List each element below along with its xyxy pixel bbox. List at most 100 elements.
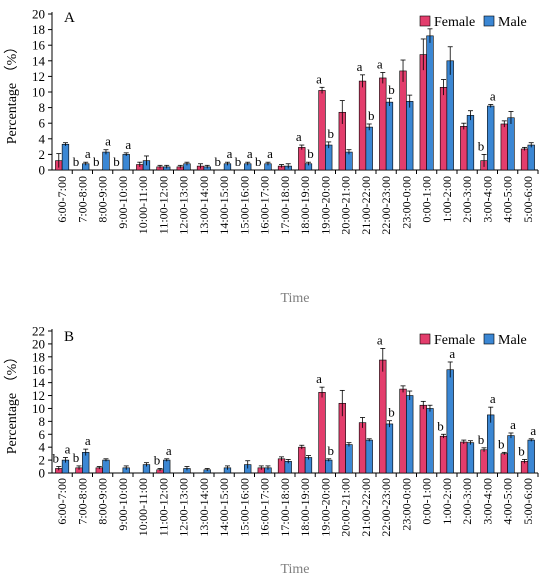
y-tick-label: 20 (32, 7, 45, 22)
x-tick-label: 11:00-12:00 (156, 478, 170, 536)
significance-letter-female: b (498, 436, 505, 451)
x-tick-label: 17:00-18:00 (278, 176, 292, 235)
x-tick-label: 15:00-16:00 (237, 176, 251, 235)
bar-male (446, 369, 454, 474)
x-tick-label: 0:00-1:00 (420, 478, 434, 525)
legend-swatch-male (483, 15, 495, 27)
x-tick-label: 9:00-10:00 (116, 176, 130, 229)
x-tick-label: 19:00-20:00 (318, 176, 332, 235)
bar-male (385, 423, 394, 474)
significance-letter-female: b (73, 154, 80, 169)
x-tick-label: 10:00-11:00 (136, 478, 150, 536)
significance-letter-female: a (296, 129, 302, 144)
x-tick-label: 22:00-23:00 (379, 478, 393, 537)
bar-male (345, 444, 353, 474)
bar-male (102, 459, 110, 474)
significance-letter-female: b (154, 452, 161, 467)
bar-male (487, 105, 495, 171)
bar-female (460, 126, 468, 171)
bar-female (439, 435, 448, 474)
x-tick-label: 9:00-10:00 (116, 478, 130, 531)
significance-letter-male: a (449, 346, 455, 361)
bar-male (61, 143, 70, 171)
significance-letter-female: b (53, 451, 60, 466)
x-tick-label: 21:00-22:00 (359, 176, 373, 235)
x-tick-label: 7:00-8:00 (75, 478, 89, 525)
significance-letter-female: b (73, 450, 80, 465)
x-tick-label: 5:00-6:00 (521, 176, 535, 223)
bar-female (500, 453, 508, 474)
y-tick-label: 6 (39, 116, 46, 131)
bar-male (466, 115, 475, 171)
y-tick-label: 0 (39, 466, 46, 481)
bar-female (419, 54, 427, 171)
legend-swatch-female (419, 333, 431, 345)
bar-male (466, 442, 475, 474)
bar-female (298, 147, 306, 171)
significance-letter-female: a (377, 332, 383, 347)
bar-female (399, 70, 407, 171)
y-tick-label: 22 (32, 324, 45, 339)
y-tick-label: 10 (32, 401, 45, 416)
significance-letter-male: b (388, 82, 395, 97)
bar-male (446, 60, 454, 171)
x-tick-label: 23:00-0:00 (399, 478, 413, 531)
x-tick-label: 19:00-20:00 (318, 478, 332, 537)
bar-female (358, 422, 367, 474)
x-tick-label: 10:00-11:00 (136, 176, 150, 234)
bar-female (419, 404, 427, 474)
x-tick-label: 22:00-23:00 (379, 176, 393, 235)
bar-female (500, 123, 508, 171)
y-tick-label: 8 (39, 414, 46, 429)
x-axis-label: Time (280, 562, 309, 577)
x-tick-label: 6:00-7:00 (55, 176, 69, 223)
significance-letter-male: a (105, 134, 111, 149)
bar-male (487, 414, 495, 474)
significance-letter-male: a (490, 391, 496, 406)
x-tick-label: 4:00-5:00 (501, 176, 515, 223)
y-tick-label: 2 (39, 147, 46, 162)
x-tick-label: 6:00-7:00 (55, 478, 69, 525)
x-tick-label: 1:00-2:00 (440, 478, 454, 525)
bar-male (507, 117, 515, 171)
significance-letter-female: a (316, 71, 322, 86)
bar-male (426, 35, 434, 171)
x-tick-label: 8:00-9:00 (96, 478, 110, 525)
x-tick-label: 20:00-21:00 (339, 478, 353, 537)
x-tick-label: 3:00-4:00 (480, 176, 494, 223)
significance-letter-male: a (85, 433, 91, 448)
significance-letter-male: b (327, 126, 334, 141)
x-tick-label: 2:00-3:00 (460, 176, 474, 223)
x-tick-label: 16:00-17:00 (258, 176, 272, 235)
bar-female (318, 392, 326, 474)
significance-letter-male: a (267, 146, 273, 161)
x-tick-label: 20:00-21:00 (339, 176, 353, 235)
bar-female (480, 449, 488, 474)
significance-letter-female: a (377, 57, 383, 72)
x-tick-label: 23:00-0:00 (399, 176, 413, 229)
y-tick-label: 14 (32, 375, 46, 390)
bar-male (365, 439, 373, 474)
significance-letter-female: b (215, 154, 222, 169)
panel-label: A (64, 10, 75, 26)
significance-letter-female: b (113, 154, 120, 169)
significance-letter-female: a (316, 371, 322, 386)
bar-male (304, 457, 313, 474)
x-tick-label: 11:00-12:00 (156, 176, 170, 234)
x-tick-label: 16:00-17:00 (258, 478, 272, 537)
y-tick-label: 16 (32, 362, 46, 377)
bar-female (520, 148, 529, 171)
y-tick-label: 4 (39, 440, 46, 455)
significance-letter-male: b (368, 108, 375, 123)
y-tick-label: 18 (32, 349, 45, 364)
bar-female (318, 90, 326, 171)
bar-male (507, 435, 515, 474)
x-tick-label: 13:00-14:00 (197, 478, 211, 537)
y-tick-label: 8 (39, 100, 46, 115)
y-tick-label: 12 (32, 69, 45, 84)
y-tick-label: 10 (32, 85, 45, 100)
significance-letter-female: b (478, 432, 485, 447)
significance-letter-female: b (255, 154, 262, 169)
significance-letter-male: a (530, 423, 536, 438)
